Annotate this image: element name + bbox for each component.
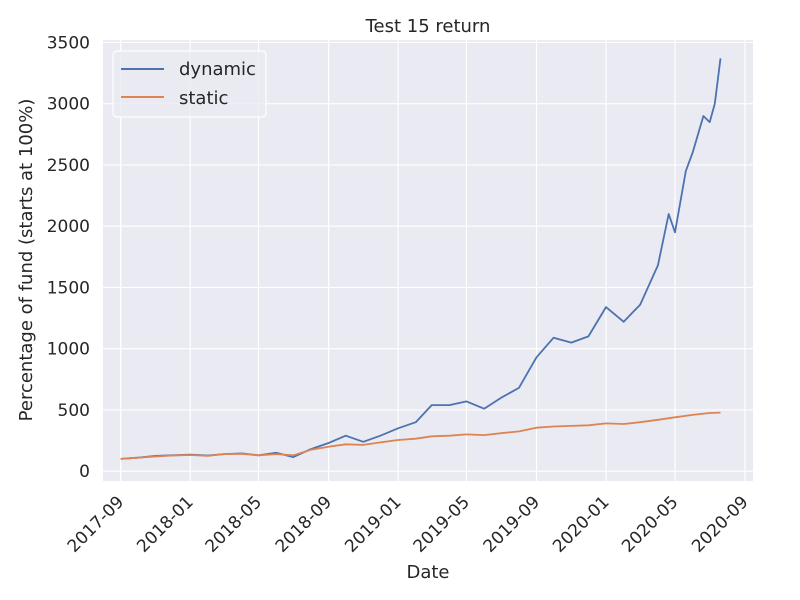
y-tick-labels: 0 500 1000 1500 2000 2500 3000 3500	[47, 33, 90, 482]
x-axis-label: Date	[406, 562, 449, 583]
x-tick-label: 2019-05	[410, 492, 474, 556]
legend: dynamic static	[112, 50, 267, 118]
x-tick-labels: 2017-09 2018-01 2018-05 2018-09 2019-01 2019-…	[64, 492, 753, 556]
series-line-static	[120, 411, 721, 460]
y-tick-label: 3500	[47, 33, 90, 53]
legend-label-static: static	[179, 88, 228, 109]
x-tick-label: 2018-05	[202, 492, 266, 556]
x-tick-label: 2018-01	[133, 492, 197, 556]
y-axis-label: Percentage of fund (starts at 100%)	[16, 99, 37, 422]
x-tick-label: 2020-01	[549, 492, 613, 556]
x-tick-label: 2017-09	[64, 492, 128, 556]
x-tick-label: 2018-09	[272, 492, 336, 556]
series-lines	[120, 58, 722, 460]
chart-title: Test 15 return	[365, 16, 491, 37]
y-tick-label: 500	[58, 401, 90, 421]
x-tick-label: 2019-09	[480, 492, 544, 556]
y-tick-label: 0	[79, 462, 90, 482]
y-tick-label: 1000	[47, 340, 90, 360]
legend-label-dynamic: dynamic	[179, 59, 256, 80]
y-tick-label: 3000	[47, 95, 90, 115]
y-tick-label: 2000	[47, 217, 90, 237]
legend-box	[112, 50, 267, 118]
y-tick-label: 2500	[47, 156, 90, 176]
y-tick-label: 1500	[47, 278, 90, 298]
x-tick-label: 2020-09	[688, 492, 752, 556]
x-tick-label: 2020-05	[618, 492, 682, 556]
x-tick-label: 2019-01	[341, 492, 405, 556]
